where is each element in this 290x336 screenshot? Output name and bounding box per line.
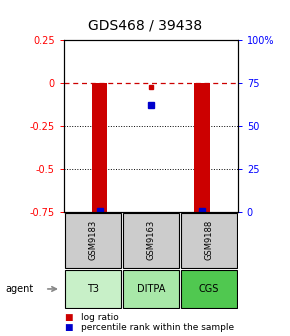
Bar — [65, 270, 121, 307]
Text: GDS468 / 39438: GDS468 / 39438 — [88, 18, 202, 33]
Bar — [181, 213, 237, 268]
Text: GSM9183: GSM9183 — [88, 220, 97, 260]
Text: GSM9188: GSM9188 — [204, 220, 213, 260]
Text: DITPA: DITPA — [137, 284, 165, 294]
Text: CGS: CGS — [199, 284, 219, 294]
Bar — [181, 270, 237, 307]
Text: agent: agent — [6, 284, 34, 294]
Text: GSM9163: GSM9163 — [146, 220, 155, 260]
Bar — [123, 213, 179, 268]
Text: log ratio: log ratio — [81, 313, 119, 322]
Bar — [194, 83, 210, 215]
Bar — [123, 270, 179, 307]
Bar — [65, 213, 121, 268]
Text: ■: ■ — [64, 323, 72, 332]
Bar — [92, 83, 107, 215]
Text: percentile rank within the sample: percentile rank within the sample — [81, 323, 234, 332]
Text: ■: ■ — [64, 313, 72, 322]
Text: T3: T3 — [87, 284, 99, 294]
